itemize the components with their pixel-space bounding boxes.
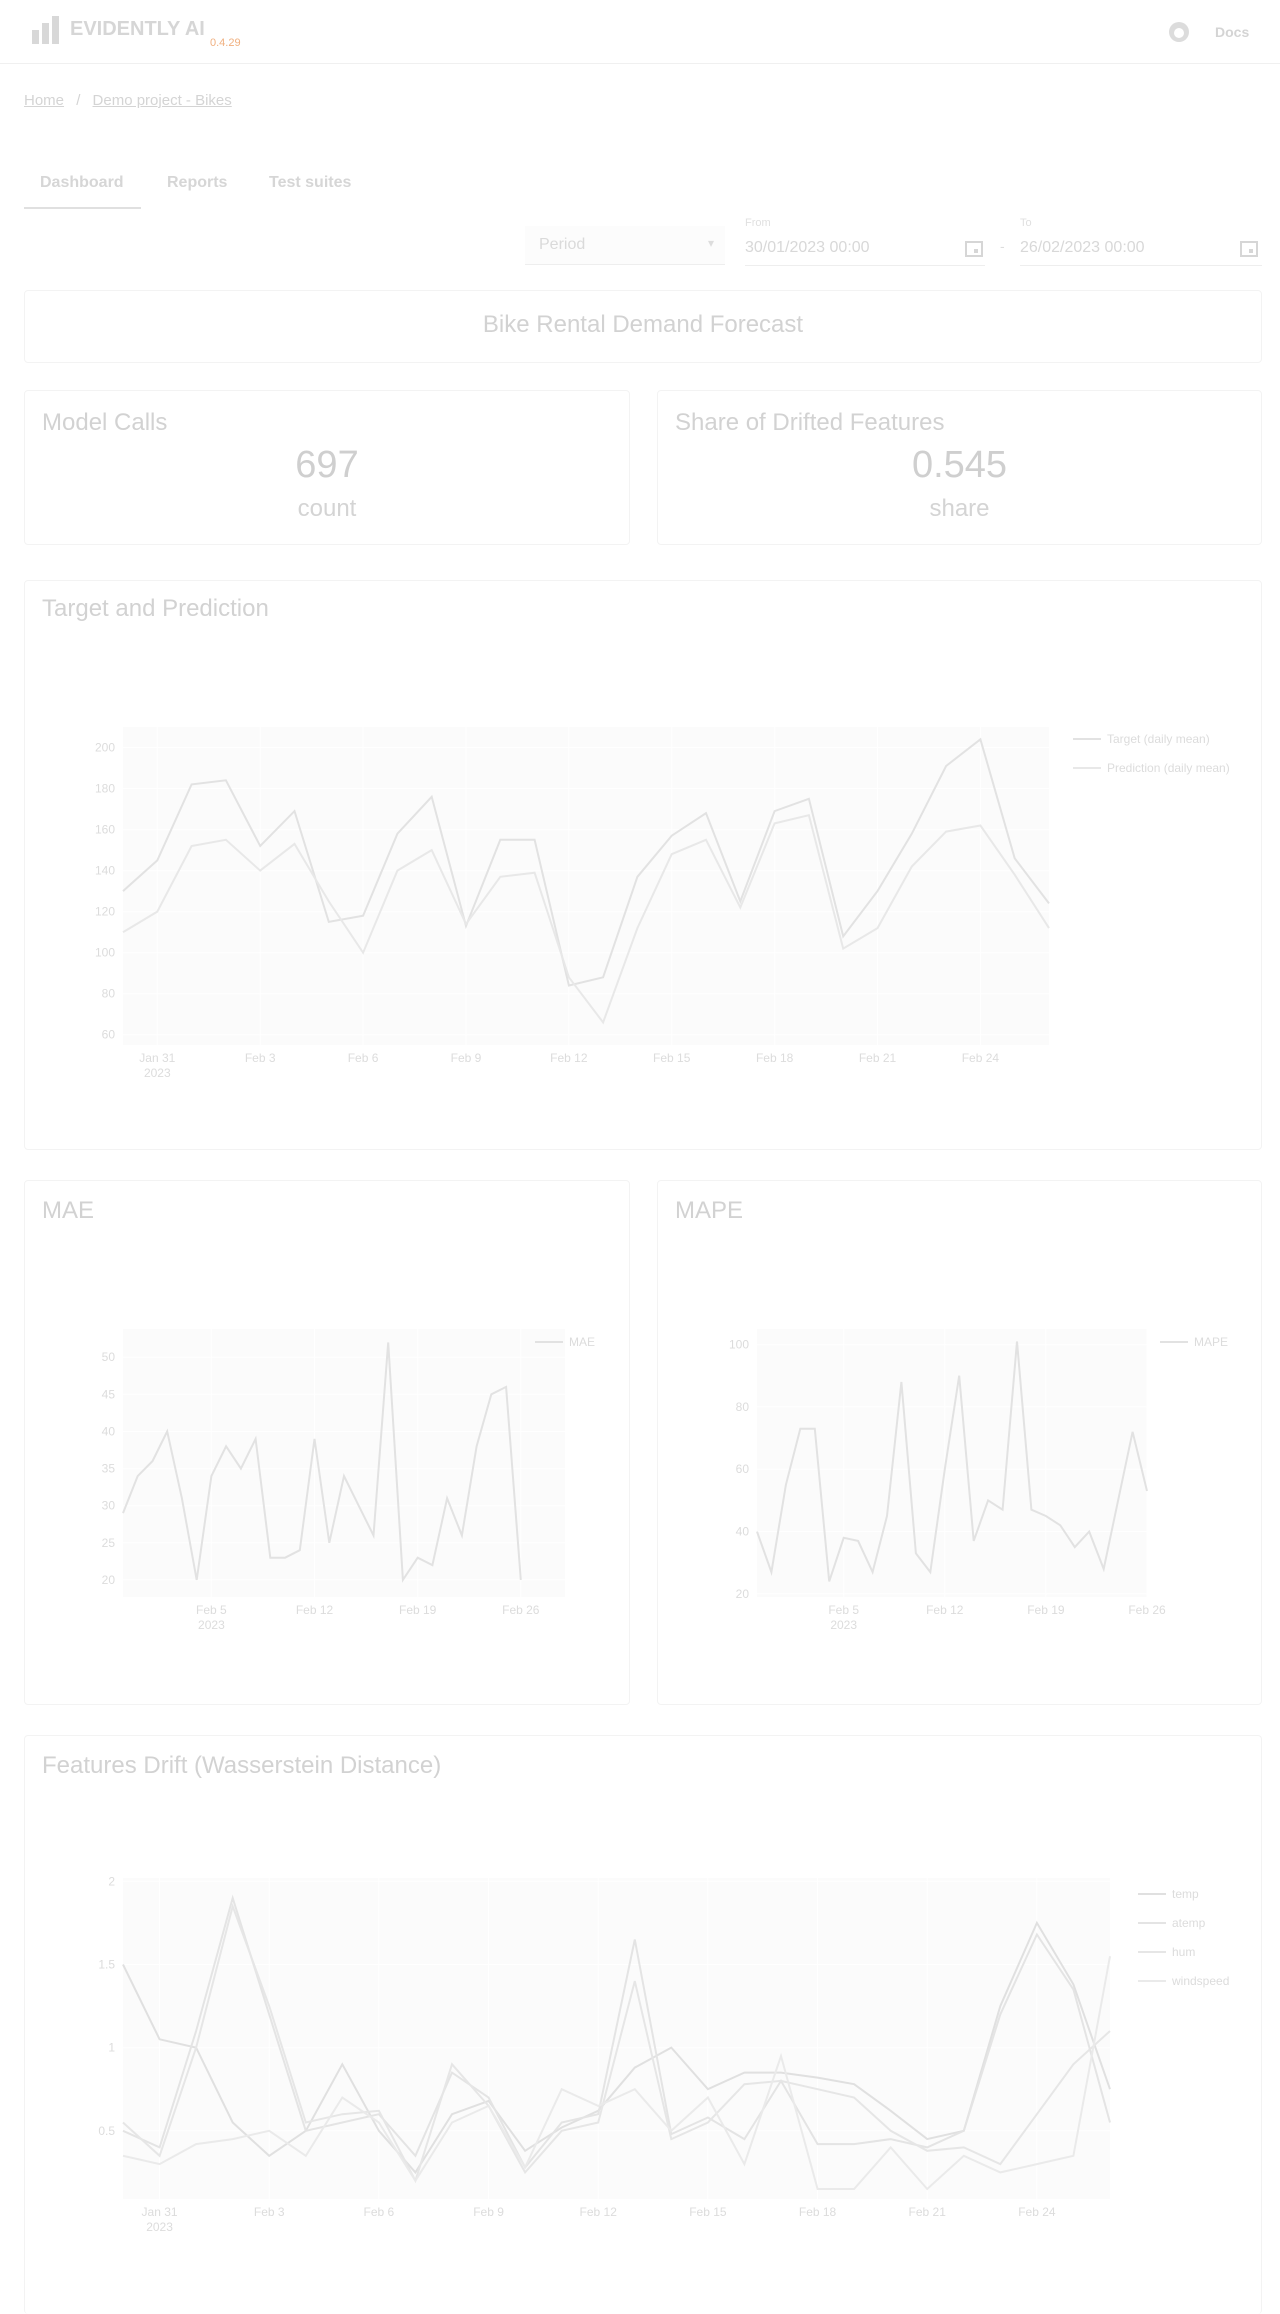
chart-panel: Features Drift (Wasserstein Distance) [24, 1735, 1262, 2314]
docs-link[interactable]: Docs [1215, 24, 1250, 40]
dashboard-title-panel: Bike Rental Demand Forecast [24, 290, 1262, 363]
breadcrumb-separator: / [76, 92, 81, 109]
chart-panel: MAPE [657, 1180, 1262, 1705]
version: 0.4.29 [210, 37, 241, 49]
brand: EVIDENTLY AI [70, 18, 205, 40]
chart-title: Features Drift (Wasserstein Distance) [42, 1752, 442, 1779]
input-label: To [1020, 217, 1032, 229]
chart-title: Target and Prediction [42, 595, 269, 622]
period-select[interactable]: Period ▾ [525, 226, 725, 265]
breadcrumbs: Home / Demo project - Bikes [24, 92, 232, 109]
chart-panel: Target and Prediction [24, 580, 1262, 1150]
counter-value: 697 [295, 444, 359, 486]
counter-label: count [297, 495, 357, 522]
counter-title: Share of Drifted Features [675, 409, 945, 436]
breadcrumb-link[interactable]: Demo project - Bikes [92, 92, 232, 109]
input-value: 30/01/2023 00:00 [745, 239, 870, 256]
counter-label: share [929, 495, 990, 522]
tab[interactable]: Reports [167, 174, 228, 191]
counter-value: 0.545 [911, 444, 1008, 486]
chart-title: MAPE [675, 1197, 744, 1224]
app-header: EVIDENTLY AI 0.4.29 Docs [0, 0, 1280, 64]
from-input[interactable]: From 30/01/2023 00:00 [745, 215, 985, 266]
tab[interactable]: Test suites [269, 174, 352, 191]
calendar-icon[interactable] [965, 239, 983, 257]
input-value: 26/02/2023 00:00 [1020, 239, 1145, 256]
range-separator: - [1000, 238, 1005, 254]
dashboard-title: Bike Rental Demand Forecast [482, 311, 804, 338]
logo-icon [32, 16, 59, 44]
select-arrow: ▾ [708, 236, 715, 250]
counter-title: Model Calls [42, 409, 168, 436]
breadcrumb-link[interactable]: Home [24, 92, 65, 109]
to-input[interactable]: To 26/02/2023 00:00 [1020, 215, 1262, 266]
input-label: From [745, 217, 771, 229]
chart-panel: MAE [24, 1180, 630, 1705]
counter-panel: Model Calls 697 count [24, 390, 630, 545]
github-icon[interactable] [1168, 21, 1190, 43]
chart-title: MAE [42, 1197, 95, 1224]
active-tab-indicator [24, 207, 141, 209]
select-label: Period [539, 236, 586, 253]
counter-panel: Share of Drifted Features 0.545 share [657, 390, 1262, 545]
tab[interactable]: Dashboard [40, 174, 124, 191]
calendar-icon[interactable] [1240, 239, 1258, 257]
